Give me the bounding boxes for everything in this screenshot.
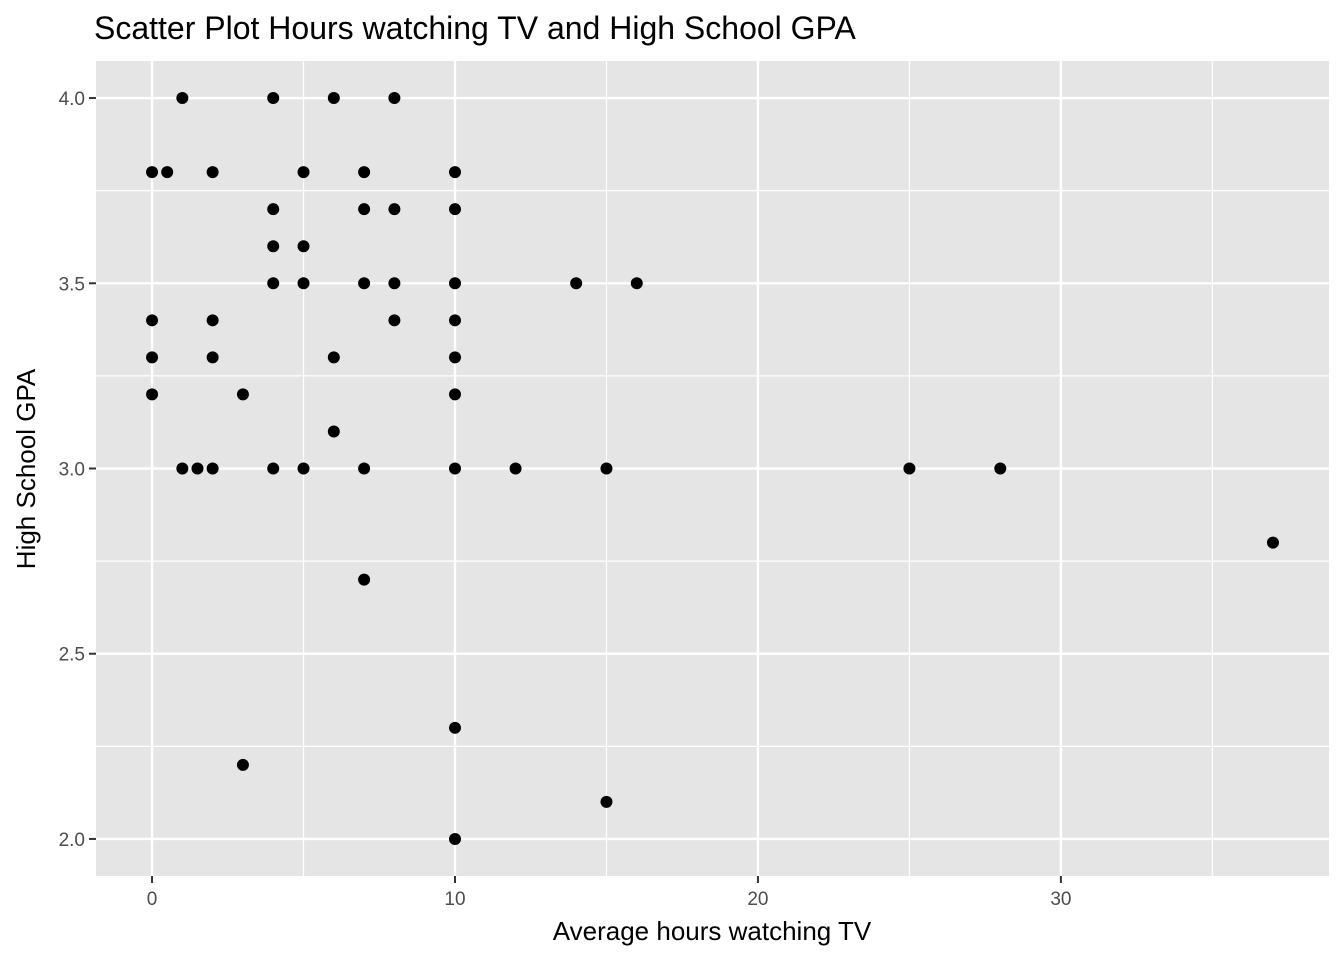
- scatter-point: [448, 166, 461, 179]
- scatter-point: [994, 462, 1007, 475]
- scatter-point: [146, 166, 159, 179]
- scatter-point: [297, 240, 310, 253]
- scatter-point: [630, 277, 643, 290]
- scatter-point: [1266, 536, 1279, 549]
- y-axis: 2.0 2.5 3.0 3.5 4.0: [59, 89, 96, 851]
- scatter-point: [267, 203, 280, 216]
- scatter-point: [388, 314, 401, 327]
- scatter-point: [358, 573, 371, 586]
- y-tick-label: 3.0: [59, 460, 85, 481]
- scatter-point: [327, 425, 340, 438]
- scatter-point: [206, 351, 219, 364]
- scatter-point: [448, 351, 461, 364]
- scatter-point: [327, 92, 340, 105]
- scatter-point: [206, 166, 219, 179]
- scatter-point: [358, 166, 371, 179]
- scatter-point: [448, 203, 461, 216]
- x-tick-label: 10: [444, 889, 465, 910]
- scatter-point: [358, 277, 371, 290]
- scatter-point: [236, 758, 249, 771]
- scatter-point: [509, 462, 522, 475]
- scatter-point: [600, 795, 613, 808]
- x-axis: 0 10 20 30: [147, 876, 1071, 910]
- x-tick-label: 0: [147, 889, 158, 910]
- scatter-point: [297, 166, 310, 179]
- scatter-point: [206, 462, 219, 475]
- y-axis-title: High School GPA: [11, 368, 41, 569]
- x-axis-title: Average hours watching TV: [553, 916, 872, 946]
- data-points: [146, 92, 1279, 845]
- chart-title: Scatter Plot Hours watching TV and High …: [94, 10, 857, 46]
- scatter-point: [448, 462, 461, 475]
- scatter-point: [297, 462, 310, 475]
- scatter-point: [146, 314, 159, 327]
- scatter-point: [146, 388, 159, 401]
- scatter-point: [267, 462, 280, 475]
- scatter-point: [161, 166, 174, 179]
- scatter-point: [191, 462, 204, 475]
- scatter-point: [388, 203, 401, 216]
- scatter-point: [146, 351, 159, 364]
- scatter-point: [448, 388, 461, 401]
- scatter-point: [358, 462, 371, 475]
- scatter-point: [358, 203, 371, 216]
- scatter-point: [176, 462, 189, 475]
- scatter-point: [903, 462, 916, 475]
- scatter-point: [236, 388, 249, 401]
- scatter-point: [267, 92, 280, 105]
- y-tick-label: 3.5: [59, 274, 85, 295]
- y-tick-label: 4.0: [59, 89, 85, 110]
- x-tick-label: 30: [1050, 889, 1071, 910]
- scatter-point: [600, 462, 613, 475]
- scatter-point: [388, 277, 401, 290]
- scatter-point: [206, 314, 219, 327]
- scatter-point: [570, 277, 583, 290]
- scatter-point: [448, 721, 461, 734]
- y-tick-label: 2.0: [59, 830, 85, 851]
- scatter-point: [448, 314, 461, 327]
- scatter-point: [448, 277, 461, 290]
- y-tick-label: 2.5: [59, 645, 85, 666]
- scatter-point: [267, 277, 280, 290]
- scatter-point: [176, 92, 189, 105]
- scatter-point: [448, 832, 461, 845]
- scatter-point: [388, 92, 401, 105]
- x-tick-label: 20: [747, 889, 768, 910]
- scatter-point: [297, 277, 310, 290]
- scatter-point: [327, 351, 340, 364]
- scatter-point: [267, 240, 280, 253]
